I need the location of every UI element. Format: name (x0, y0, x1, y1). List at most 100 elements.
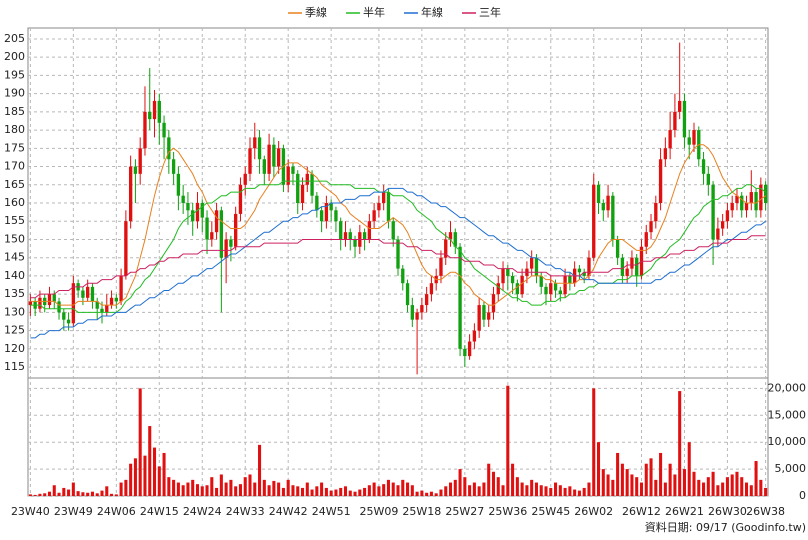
volume-bar (721, 482, 725, 496)
candle-body (544, 286, 548, 295)
candle-body (343, 232, 348, 240)
volume-bar (191, 479, 195, 496)
volume-bar (348, 490, 352, 496)
candle-body (38, 297, 42, 309)
candle-body (219, 210, 224, 258)
candle-body (262, 159, 266, 174)
candle-body (663, 148, 668, 160)
candle-body (310, 173, 314, 196)
candle-body (286, 166, 290, 185)
candle-body (90, 286, 95, 302)
y-tick-label: 145 (4, 251, 25, 264)
y-tick-label: 180 (4, 123, 25, 136)
volume-bar (749, 485, 753, 496)
volume-bar (682, 469, 686, 496)
x-tick-label: 24W15 (140, 505, 179, 518)
candle-body (520, 275, 524, 295)
candle-body (539, 275, 543, 287)
candle-body (229, 239, 233, 247)
volume-bar (725, 477, 729, 496)
candle-body (114, 297, 118, 302)
candle-body (348, 232, 352, 240)
candle-body (448, 232, 453, 240)
legend-label: 年線 (421, 5, 443, 19)
candle-body (744, 203, 749, 211)
candle-body (162, 122, 166, 138)
volume-bar (716, 485, 720, 496)
volume-bar (463, 477, 467, 496)
volume-bar (625, 469, 629, 496)
candle-body (444, 239, 448, 258)
volume-bar (76, 491, 80, 496)
volume-tick-label: 20,000 (768, 381, 807, 394)
candle-body (181, 195, 185, 203)
candle-body (133, 166, 138, 174)
volume-bar (420, 490, 424, 496)
candle-body (95, 301, 99, 309)
volume-bar (649, 458, 653, 496)
volume-bar (90, 491, 94, 496)
candle-body (339, 221, 343, 240)
volume-bar (544, 486, 548, 496)
candle-body (668, 130, 672, 149)
volume-bar (310, 489, 314, 496)
candle-body (329, 203, 333, 211)
volume-bar (129, 463, 133, 496)
candle-body (186, 203, 190, 211)
candle-body (649, 221, 653, 233)
volume-bar (86, 492, 90, 496)
candle-body (148, 111, 152, 120)
volume-bar (759, 479, 763, 496)
candle-body (324, 203, 329, 222)
candle-body (420, 305, 424, 313)
candle-body (109, 297, 114, 306)
volume-bar (176, 482, 180, 496)
volume-bar (702, 482, 706, 496)
volume-bar (377, 486, 381, 496)
volume-bar (744, 482, 749, 496)
candle-body (86, 286, 90, 298)
volume-bar (57, 492, 61, 496)
volume-bar (339, 487, 343, 496)
volume-bar (439, 489, 443, 496)
candle-body (210, 232, 214, 240)
candle-body (200, 203, 204, 218)
candle-body (319, 210, 324, 222)
candle-body (439, 257, 443, 276)
candle-body (334, 210, 338, 222)
volume-bar (573, 489, 577, 496)
volume-tick-label: 10,000 (768, 435, 807, 448)
volume-bar (124, 479, 128, 496)
candle-body (424, 294, 429, 306)
volume-bar (186, 482, 190, 496)
volume-bar (429, 491, 433, 496)
candle-body (138, 148, 142, 174)
volume-bar (95, 493, 99, 496)
volume-bar (110, 493, 114, 496)
x-tick-label: 26W30 (708, 505, 747, 518)
volume-bar (678, 391, 682, 496)
volume-bar (382, 484, 386, 496)
volume-bar (143, 455, 147, 496)
volume-bar (291, 485, 295, 496)
candle-body (195, 203, 200, 222)
candle-body (176, 173, 181, 196)
x-tick-label: 26W38 (746, 505, 785, 518)
volume-bar (501, 485, 505, 496)
candle-body (353, 239, 357, 247)
candle-body (673, 111, 677, 131)
volume-bar (195, 484, 200, 496)
candle-body (410, 305, 414, 320)
x-tick-label: 24W06 (97, 505, 136, 518)
volume-bar (577, 490, 581, 496)
volume-bar (105, 486, 109, 496)
volume-tick-label: 0 (799, 489, 806, 502)
legend-label: 季線 (305, 5, 327, 19)
candle-body (587, 257, 591, 276)
y-tick-label: 140 (4, 269, 25, 282)
volume-bar (444, 486, 448, 496)
x-tick-label: 24W42 (269, 505, 308, 518)
candle-body (315, 195, 319, 211)
volume-bar (148, 426, 152, 496)
candle-body (625, 268, 629, 276)
